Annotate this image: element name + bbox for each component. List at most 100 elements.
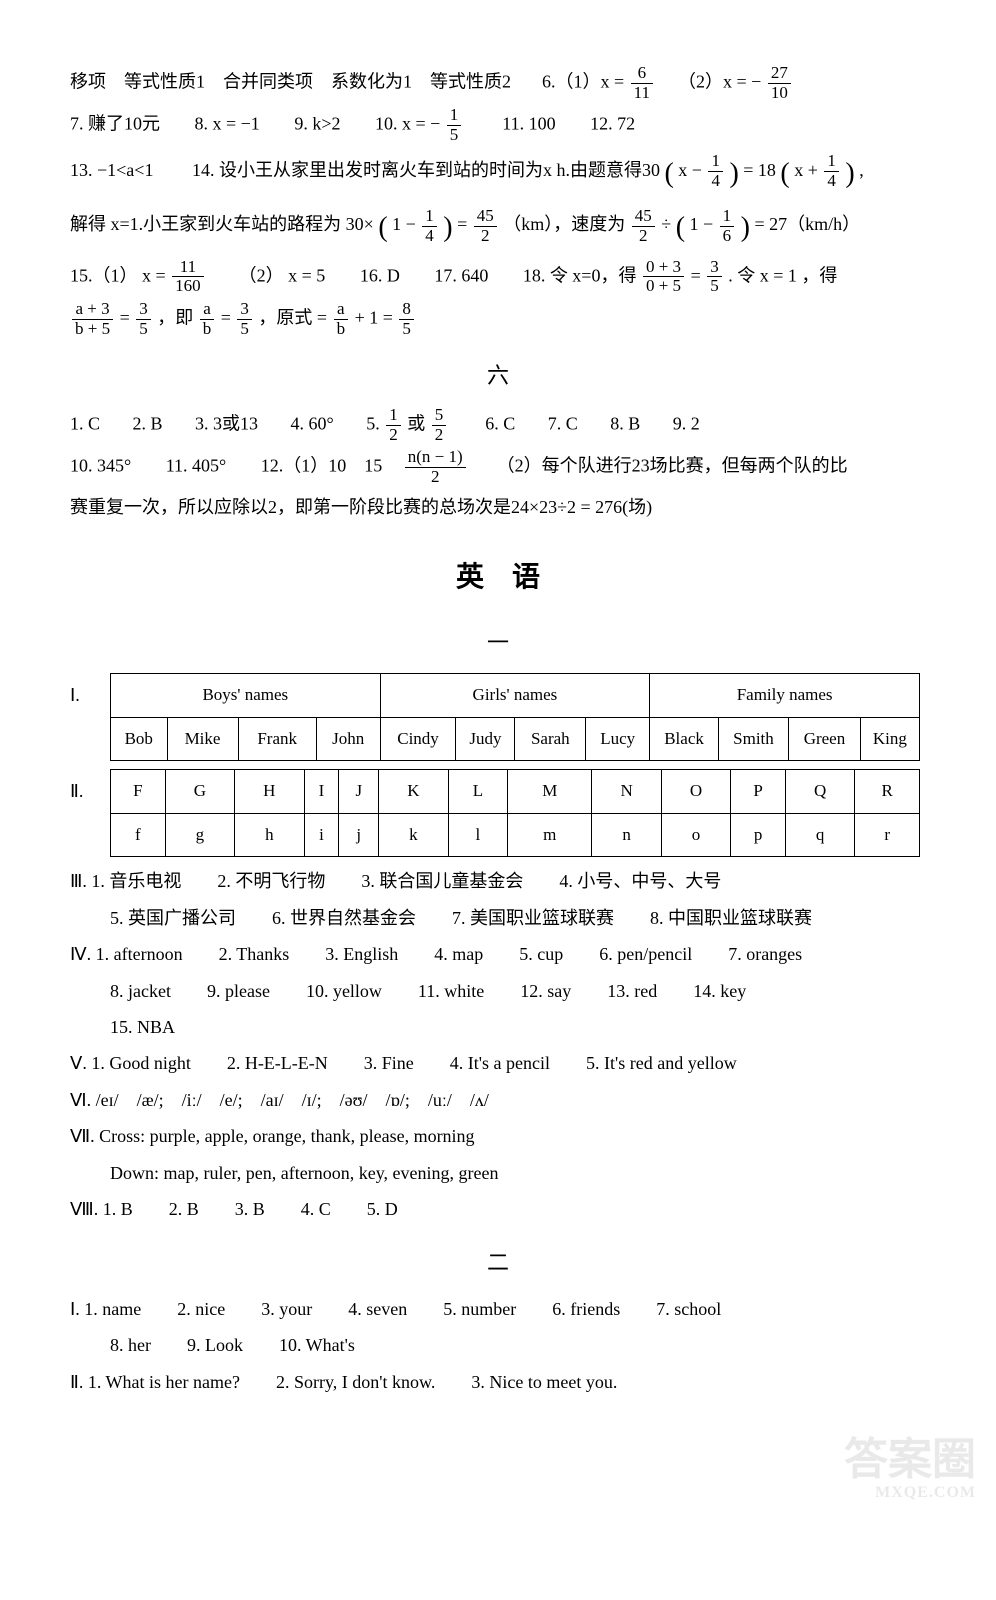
cell: g	[165, 813, 234, 857]
text: 1. C	[70, 413, 100, 433]
fraction: 52	[432, 406, 447, 444]
text: （2） x = 5	[239, 265, 326, 285]
text: 或	[407, 413, 425, 433]
text: 16. D	[360, 265, 400, 285]
iii-line-2: 5. 英国广播公司 6. 世界自然基金会 7. 美国职业篮球联赛 8. 中国职业…	[70, 902, 926, 934]
vii-line-1: Ⅶ. Cross: purple, apple, orange, thank, …	[70, 1120, 926, 1152]
text: 11. 405°	[166, 456, 227, 476]
watermark: 答案圈 MXQE.COM	[844, 1436, 976, 1502]
fraction: ab	[334, 300, 349, 338]
text: 8. B	[610, 413, 640, 433]
cell: Cindy	[380, 717, 456, 761]
names-table: Boys' names Girls' names Family names Bo…	[110, 673, 920, 761]
text: 5.	[366, 413, 380, 433]
cell: p	[731, 813, 786, 857]
text: （2）x = −	[678, 71, 761, 91]
table-row: fghijklmnopqr	[111, 813, 920, 857]
fraction: 11160	[172, 258, 204, 296]
v-line: Ⅴ. 1. Good night 2. H-E-L-E-N 3. Fine 4.…	[70, 1047, 926, 1079]
fraction: a + 3b + 5	[72, 300, 113, 338]
text: 1 −	[690, 214, 714, 234]
cell: Smith	[718, 717, 788, 761]
fraction: 35	[707, 258, 722, 296]
text: 2. B	[133, 413, 163, 433]
cell: G	[165, 770, 234, 814]
cell: P	[731, 770, 786, 814]
iv-line-2: 8. jacket 9. please 10. yellow 11. white…	[70, 975, 926, 1007]
cell: i	[304, 813, 339, 857]
cell: J	[339, 770, 379, 814]
s2-ii-line: Ⅱ. 1. What is her name? 2. Sorry, I don'…	[70, 1366, 926, 1398]
cell: Lucy	[586, 717, 650, 761]
text: ,	[859, 160, 864, 180]
fraction: ab	[200, 300, 215, 338]
six-row-1: 1. C 2. B 3. 3或13 4. 60° 5. 12 或 52 6. C…	[70, 406, 926, 444]
cell: l	[448, 813, 508, 857]
cell: O	[661, 770, 730, 814]
watermark-url: MXQE.COM	[844, 1484, 976, 1502]
text: 6.（1）x =	[542, 71, 624, 91]
fraction: 452	[474, 207, 497, 245]
text: x +	[794, 160, 818, 180]
cell: Q	[785, 770, 854, 814]
math-line-3: 13. −1<a<1 14. 设小王从家里出发时离火车到站的时间为x h.由题意…	[70, 149, 926, 199]
table-row: FGHIJKLMNOPQR	[111, 770, 920, 814]
text: 移项 等式性质1 合并同类项 系数化为1 等式性质2	[70, 71, 511, 91]
header-cell: Family names	[650, 674, 920, 718]
text: =	[120, 307, 135, 327]
fraction: 16	[720, 207, 735, 245]
text: = 27（km/h）	[755, 214, 861, 234]
text: = 18	[743, 160, 776, 180]
cell: h	[235, 813, 304, 857]
text: 18. 令 x=0，得	[523, 265, 637, 285]
fraction: 0 + 30 + 5	[643, 258, 684, 296]
cell: Bob	[111, 717, 168, 761]
cell: n	[592, 813, 661, 857]
cell: L	[448, 770, 508, 814]
cell: r	[855, 813, 920, 857]
text: 7. 赚了10元	[70, 114, 160, 134]
cell: Green	[789, 717, 861, 761]
cell: f	[111, 813, 166, 857]
cell: John	[316, 717, 380, 761]
header-cell: Boys' names	[111, 674, 381, 718]
viii-line: Ⅷ. 1. B 2. B 3. B 4. C 5. D	[70, 1193, 926, 1225]
english-sec-2: 二	[70, 1243, 926, 1283]
text: 12. 72	[590, 114, 635, 134]
cell: F	[111, 770, 166, 814]
fraction: 35	[237, 300, 252, 338]
s2-i-line-1: Ⅰ. 1. name 2. nice 3. your 4. seven 5. n…	[70, 1293, 926, 1325]
table-row: Bob Mike Frank John Cindy Judy Sarah Luc…	[111, 717, 920, 761]
header-cell: Girls' names	[380, 674, 650, 718]
text: ，原式 =	[258, 307, 331, 327]
cell: m	[508, 813, 592, 857]
iv-line-1: Ⅳ. 1. afternoon 2. Thanks 3. English 4. …	[70, 938, 926, 970]
roman-2: Ⅱ.	[70, 769, 110, 807]
letters-table: FGHIJKLMNOPQR fghijklmnopqr	[110, 769, 920, 857]
text: 13. −1<a<1	[70, 160, 153, 180]
text: 6. C	[485, 413, 515, 433]
text: 17. 640	[434, 265, 488, 285]
cell: N	[592, 770, 661, 814]
cell: M	[508, 770, 592, 814]
iv-line-3: 15. NBA	[70, 1011, 926, 1043]
cell: Black	[650, 717, 719, 761]
fraction: 14	[824, 152, 839, 190]
table-2-wrap: Ⅱ. FGHIJKLMNOPQR fghijklmnopqr	[70, 769, 926, 857]
table-row: Boys' names Girls' names Family names	[111, 674, 920, 718]
cell: q	[785, 813, 854, 857]
cell: H	[235, 770, 304, 814]
vi-line: Ⅵ. /eɪ/ /æ/; /iː/ /e/; /aɪ/ /ɪ/; /əʊ/ /ɒ…	[70, 1084, 926, 1116]
text: 3. 3或13	[195, 413, 258, 433]
section-six-title: 六	[70, 356, 926, 396]
text: 4. 60°	[291, 413, 334, 433]
text: 7. C	[548, 413, 578, 433]
math-line-6: a + 3b + 5 = 35 ，即 ab = 35 ，原式 = ab + 1 …	[70, 300, 926, 338]
roman-1: Ⅰ.	[70, 673, 110, 711]
fraction: 2710	[768, 64, 791, 102]
text: （km），速度为	[503, 214, 625, 234]
vii-line-2: Down: map, ruler, pen, afternoon, key, e…	[70, 1157, 926, 1189]
cell: I	[304, 770, 339, 814]
text: 10. 345°	[70, 456, 131, 476]
text: 11. 100	[502, 114, 555, 134]
